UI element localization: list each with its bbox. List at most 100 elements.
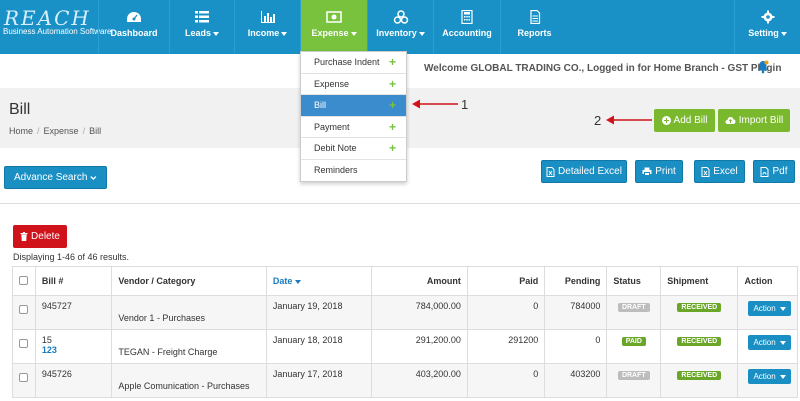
- shipment-cell: RECEIVED: [660, 329, 739, 364]
- nav-income[interactable]: Income: [234, 0, 300, 54]
- delete-label: Delete: [31, 231, 60, 242]
- menu-item-expense[interactable]: Expense +: [301, 74, 406, 95]
- result-summary: Displaying 1-46 of 46 results.: [13, 252, 130, 262]
- row-checkbox[interactable]: [19, 339, 29, 348]
- nav-setting[interactable]: Setting: [734, 0, 800, 54]
- breadcrumb: Home / Expense / Bill: [9, 126, 101, 136]
- nav-reports[interactable]: Reports: [500, 0, 568, 54]
- bill-amount: 291,200.00: [370, 329, 468, 364]
- plus-icon[interactable]: +: [388, 98, 396, 113]
- document-icon: [529, 10, 540, 24]
- bill-date: January 19, 2018: [265, 295, 372, 330]
- cloud-upload-icon: [725, 117, 736, 124]
- chevron-down-icon: [779, 306, 786, 311]
- page-title: Bill: [9, 101, 31, 118]
- chevron-down-icon: [780, 31, 787, 36]
- excel-label: Excel: [713, 166, 738, 177]
- bill-reference-link[interactable]: 123: [41, 345, 57, 355]
- nav-inventory[interactable]: Inventory: [367, 0, 433, 54]
- action-cell: Action: [737, 295, 798, 330]
- status-cell: DRAFT: [606, 363, 662, 398]
- plus-icon[interactable]: +: [388, 76, 396, 91]
- column-header-action: Action: [737, 266, 798, 296]
- excel-button[interactable]: Excel: [694, 160, 745, 183]
- column-header-paid[interactable]: Paid: [466, 266, 546, 296]
- pdf-button[interactable]: Pdf: [753, 160, 795, 183]
- nav-label: Expense: [301, 28, 367, 38]
- nav-dashboard[interactable]: Dashboard: [98, 0, 169, 54]
- bill-date: January 17, 2018: [265, 363, 372, 398]
- plus-icon[interactable]: +: [388, 119, 396, 134]
- status-cell: PAID: [606, 329, 662, 364]
- column-header-amount[interactable]: Amount: [370, 266, 468, 296]
- bill-amount: 784,000.00: [370, 295, 468, 330]
- column-header-pending[interactable]: Pending: [544, 266, 608, 296]
- row-checkbox[interactable]: [19, 305, 29, 314]
- plus-icon[interactable]: +: [388, 55, 396, 70]
- select-all-checkbox[interactable]: [19, 275, 29, 285]
- action-cell: Action: [737, 363, 798, 398]
- nav-label: Income: [235, 28, 300, 38]
- add-bill-label: Add Bill: [673, 115, 708, 126]
- cubes-icon: [393, 10, 408, 24]
- row-select-cell: [12, 363, 36, 398]
- breadcrumb-expense[interactable]: Expense: [43, 126, 79, 136]
- logo[interactable]: REACH Business Automation Software: [0, 0, 112, 54]
- column-header-status: Status: [606, 266, 662, 296]
- bill-number[interactable]: 15 123: [34, 329, 113, 364]
- bill-pending: 0: [544, 329, 608, 364]
- menu-item-bill[interactable]: Bill +: [301, 95, 406, 117]
- status-badge: DRAFT: [617, 371, 650, 380]
- logo-tagline: Business Automation Software: [3, 27, 112, 36]
- table-row[interactable]: 945727 Vendor 1 - Purchases January 19, …: [12, 295, 798, 330]
- pdf-label: Pdf: [772, 166, 788, 177]
- menu-item-purchase-indent[interactable]: Purchase Indent +: [301, 52, 406, 74]
- column-header-date[interactable]: Date: [265, 266, 372, 296]
- nav-expense[interactable]: Expense: [300, 0, 367, 54]
- nav-accounting[interactable]: Accounting: [433, 0, 500, 54]
- advance-search-button[interactable]: Advance Search: [4, 166, 107, 189]
- select-all-cell: [12, 266, 36, 296]
- nav-leads[interactable]: Leads: [169, 0, 234, 54]
- import-bill-label: Import Bill: [738, 115, 784, 126]
- table-row[interactable]: 945726 Apple Comunication - Purchases Ja…: [12, 363, 798, 398]
- breadcrumb-separator: /: [82, 126, 86, 136]
- vendor-category: TEGAN - Freight Charge: [111, 329, 267, 364]
- money-icon: [326, 11, 342, 23]
- file-excel-icon: [701, 166, 710, 177]
- bill-pending: 403200: [544, 363, 608, 398]
- plus-icon[interactable]: +: [388, 141, 396, 156]
- row-action-button[interactable]: Action: [748, 369, 791, 384]
- bill-date: January 18, 2018: [265, 329, 372, 364]
- table-header-row: Bill # Vendor / Category Date Amount Pai…: [12, 266, 798, 296]
- chevron-down-icon: [779, 340, 786, 345]
- row-checkbox[interactable]: [19, 373, 29, 382]
- gear-icon: [761, 10, 774, 24]
- shipment-badge: RECEIVED: [677, 371, 722, 380]
- print-button[interactable]: Print: [635, 160, 683, 183]
- breadcrumb-home[interactable]: Home: [9, 126, 34, 136]
- bar-chart-icon: [260, 11, 275, 23]
- vendor-category: Apple Comunication - Purchases: [111, 363, 267, 398]
- bill-paid: 0: [466, 363, 546, 398]
- bill-number[interactable]: 945726: [34, 363, 113, 398]
- column-header-shipment: Shipment: [660, 266, 739, 296]
- detailed-excel-button[interactable]: Detailed Excel: [541, 160, 627, 183]
- import-bill-button[interactable]: Import Bill: [718, 109, 790, 132]
- column-header-bill[interactable]: Bill #: [34, 266, 113, 296]
- delete-button[interactable]: Delete: [13, 225, 67, 248]
- bills-table: Bill # Vendor / Category Date Amount Pai…: [12, 266, 798, 398]
- bill-number[interactable]: 945727: [34, 295, 113, 330]
- shipment-badge: RECEIVED: [677, 303, 722, 312]
- row-action-button[interactable]: Action: [748, 335, 791, 350]
- menu-item-payment[interactable]: Payment +: [301, 117, 406, 138]
- column-header-vendor[interactable]: Vendor / Category: [111, 266, 267, 296]
- row-action-button[interactable]: Action: [748, 301, 791, 316]
- menu-item-reminders[interactable]: Reminders: [314, 165, 358, 176]
- add-bill-button[interactable]: Add Bill: [654, 109, 715, 132]
- chevron-down-icon: [350, 31, 357, 36]
- table-row[interactable]: 15 123 TEGAN - Freight Charge January 18,…: [12, 329, 798, 364]
- bell-icon[interactable]: [757, 60, 769, 74]
- chevron-down-icon: [418, 31, 425, 36]
- menu-item-debit-note[interactable]: Debit Note +: [301, 138, 406, 160]
